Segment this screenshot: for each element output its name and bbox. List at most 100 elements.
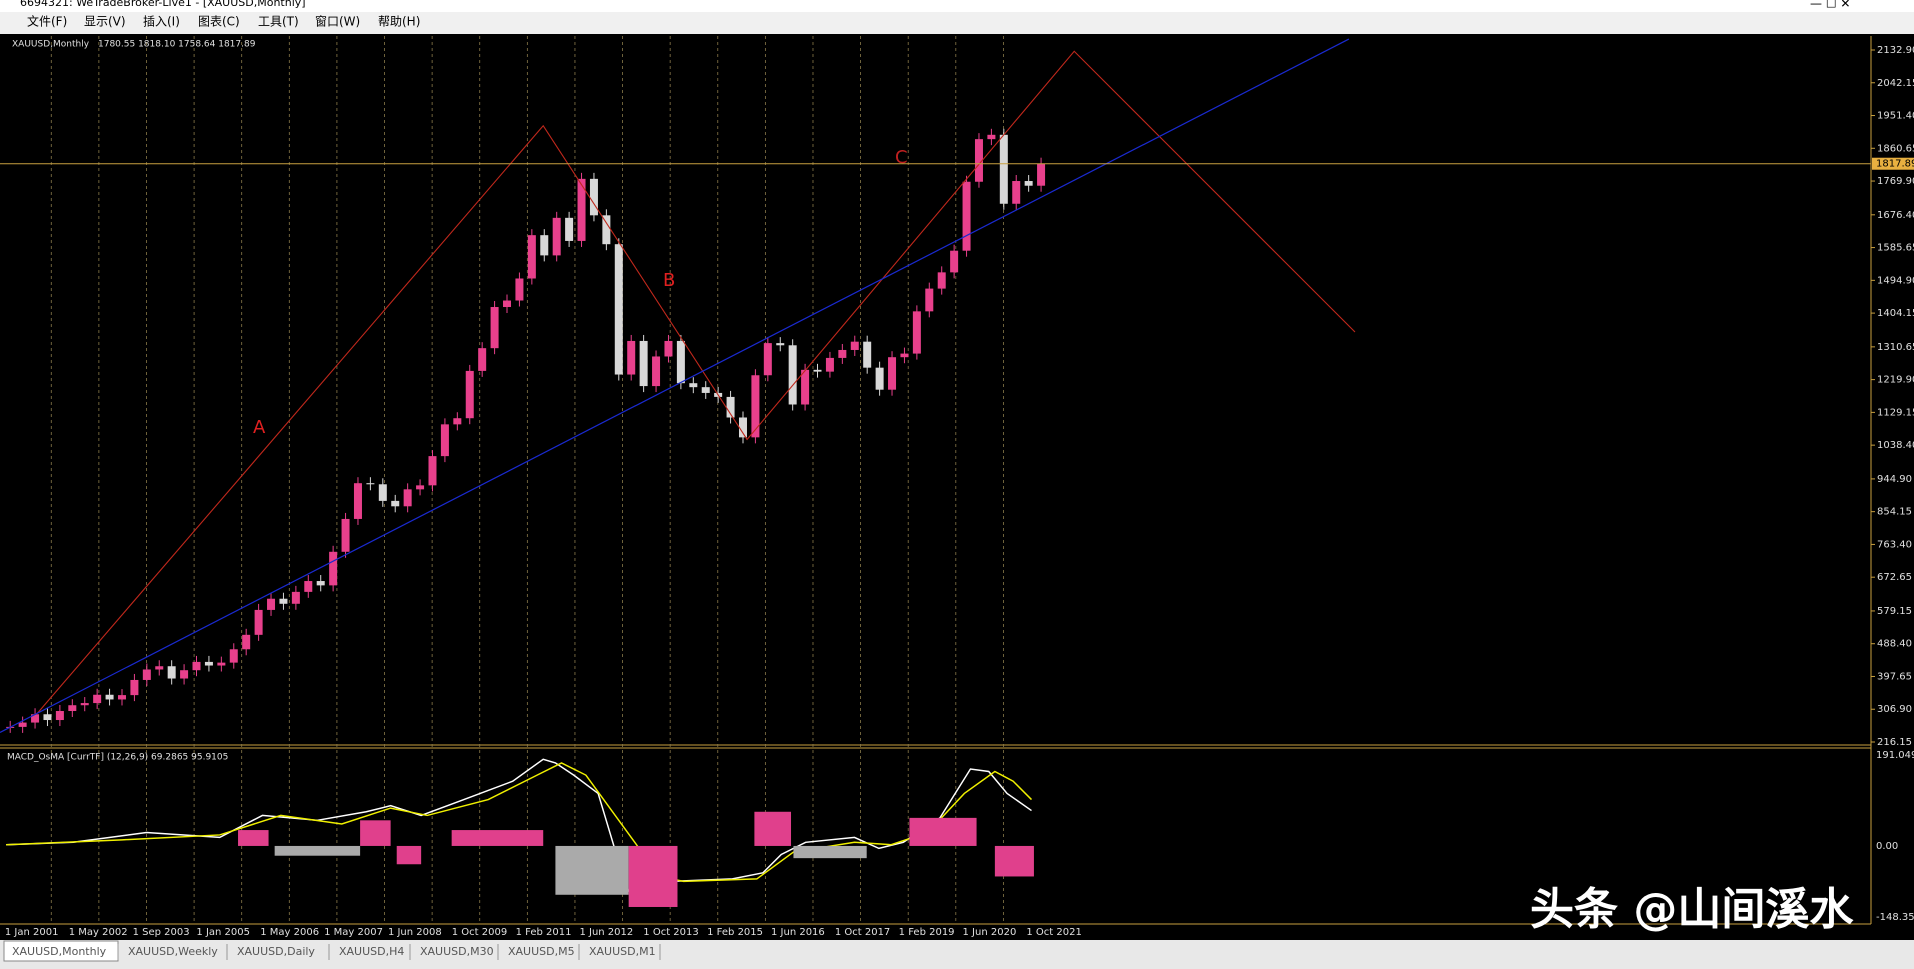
date-tick-label: 1 Sep 2003	[133, 927, 190, 938]
indicator-tick: 0.00	[1876, 841, 1898, 852]
candle	[801, 369, 810, 405]
candle	[825, 357, 834, 372]
price-tick-label: 1404.15	[1877, 308, 1914, 319]
candle	[304, 581, 313, 592]
osma-histogram	[238, 811, 1034, 907]
date-tick-label: 1 Jun 2012	[579, 927, 633, 938]
price-tick-label: 1769.90	[1877, 176, 1914, 187]
candle	[229, 649, 238, 663]
indicator-label: MACD_OsMA [CurrTF] (12,26,9) 69.2865 95.…	[7, 753, 228, 763]
osma-bar	[628, 845, 678, 907]
candle	[813, 369, 822, 372]
date-tick-label: 1 Jun 2008	[388, 927, 442, 938]
menu-item[interactable]: 帮助(H)	[378, 15, 420, 29]
candle	[378, 484, 387, 501]
candle	[925, 288, 934, 312]
candle	[863, 341, 872, 368]
candle	[726, 396, 735, 418]
wave-label: A	[253, 417, 266, 438]
date-tick-label: 1 Feb 2011	[516, 927, 572, 938]
tab[interactable]: XAUUSD,Daily	[237, 945, 315, 958]
menu-item[interactable]: 工具(T)	[258, 15, 299, 29]
osma-bar	[555, 845, 629, 895]
candle	[254, 609, 263, 635]
candle	[676, 340, 685, 384]
candle	[428, 456, 437, 486]
price-tick-label: 2132.90	[1877, 45, 1914, 56]
candle	[614, 244, 623, 375]
candle	[627, 340, 636, 375]
candle	[291, 591, 300, 604]
date-tick-label: 1 Jun 2016	[771, 927, 825, 938]
window-controls[interactable]: — ☐ ✕	[1810, 0, 1850, 11]
candle	[55, 711, 64, 721]
candle	[440, 424, 449, 457]
tab[interactable]: XAUUSD,H4	[339, 945, 404, 958]
date-tick-label: 1 Oct 2017	[835, 927, 890, 938]
candle	[105, 694, 114, 700]
menu-item[interactable]: 显示(V)	[84, 15, 126, 29]
date-tick-label: 1 May 2002	[69, 927, 128, 938]
tab-bar	[0, 940, 1914, 969]
candle	[130, 679, 139, 696]
menu-item[interactable]: 图表(C)	[198, 15, 240, 29]
price-tick-label: 397.65	[1877, 671, 1912, 682]
menu-item[interactable]: 插入(I)	[143, 15, 180, 29]
price-tick-label: 1310.65	[1877, 342, 1914, 353]
date-tick-label: 1 Feb 2015	[707, 927, 763, 938]
price-tick-label: 306.90	[1877, 704, 1912, 715]
date-tick-label: 1 Oct 2013	[643, 927, 698, 938]
date-tick-label: 1 Jan 2005	[196, 927, 250, 938]
candle	[937, 272, 946, 289]
candle	[142, 669, 151, 680]
menu-item[interactable]: 文件(F)	[27, 14, 67, 29]
tab[interactable]: XAUUSD,M30	[420, 945, 494, 958]
candle	[503, 300, 512, 308]
candle	[1037, 163, 1046, 186]
chart-area	[0, 34, 1914, 940]
candle	[117, 695, 126, 700]
price-tick-label: 216.15	[1877, 737, 1912, 748]
candle	[31, 714, 40, 723]
candle	[316, 581, 325, 586]
candle	[763, 343, 772, 376]
candle	[242, 634, 251, 650]
candle	[962, 181, 971, 251]
candle	[167, 666, 176, 679]
wave-label: B	[663, 270, 675, 291]
annotations	[0, 38, 1356, 907]
price-tick-label: 672.65	[1877, 572, 1912, 583]
tab[interactable]: XAUUSD,M5	[508, 945, 575, 958]
candle	[888, 357, 897, 390]
osma-bar	[793, 845, 867, 859]
candle	[217, 662, 226, 666]
candle	[366, 483, 375, 485]
indicator-tick: 191.0499	[1876, 750, 1914, 761]
watermark: 头条 @山间溪水	[1530, 884, 1854, 935]
current-price-label: 1817.89	[1876, 159, 1914, 170]
candle	[738, 417, 747, 438]
menu-bar	[0, 12, 1914, 34]
candle	[602, 215, 611, 245]
price-tick-label: 1129.15	[1877, 407, 1914, 418]
date-tick-label: 1 May 2006	[260, 927, 319, 938]
menu-item[interactable]: 窗口(W)	[315, 15, 360, 29]
osma-bar	[238, 830, 269, 846]
candle	[515, 278, 524, 301]
candle	[776, 343, 785, 346]
osma-bar	[754, 811, 792, 846]
price-tick-label: 1676.40	[1877, 210, 1914, 221]
candle	[527, 235, 536, 279]
price-tick-label: 1860.65	[1877, 143, 1914, 154]
wave-label: C	[895, 147, 908, 168]
price-tick-label: 1038.40	[1877, 440, 1914, 451]
tab[interactable]: XAUUSD,Monthly	[12, 945, 107, 958]
date-tick-label: 1 Jan 2001	[5, 927, 59, 938]
candle	[701, 387, 710, 393]
candle	[465, 370, 474, 419]
candle	[353, 483, 362, 519]
tab[interactable]: XAUUSD,Weekly	[128, 945, 218, 958]
tab[interactable]: XAUUSD,M1	[589, 945, 656, 958]
window-title: 6694321: WeTradeBroker-Live1 - [XAUUSD,M…	[20, 0, 306, 9]
